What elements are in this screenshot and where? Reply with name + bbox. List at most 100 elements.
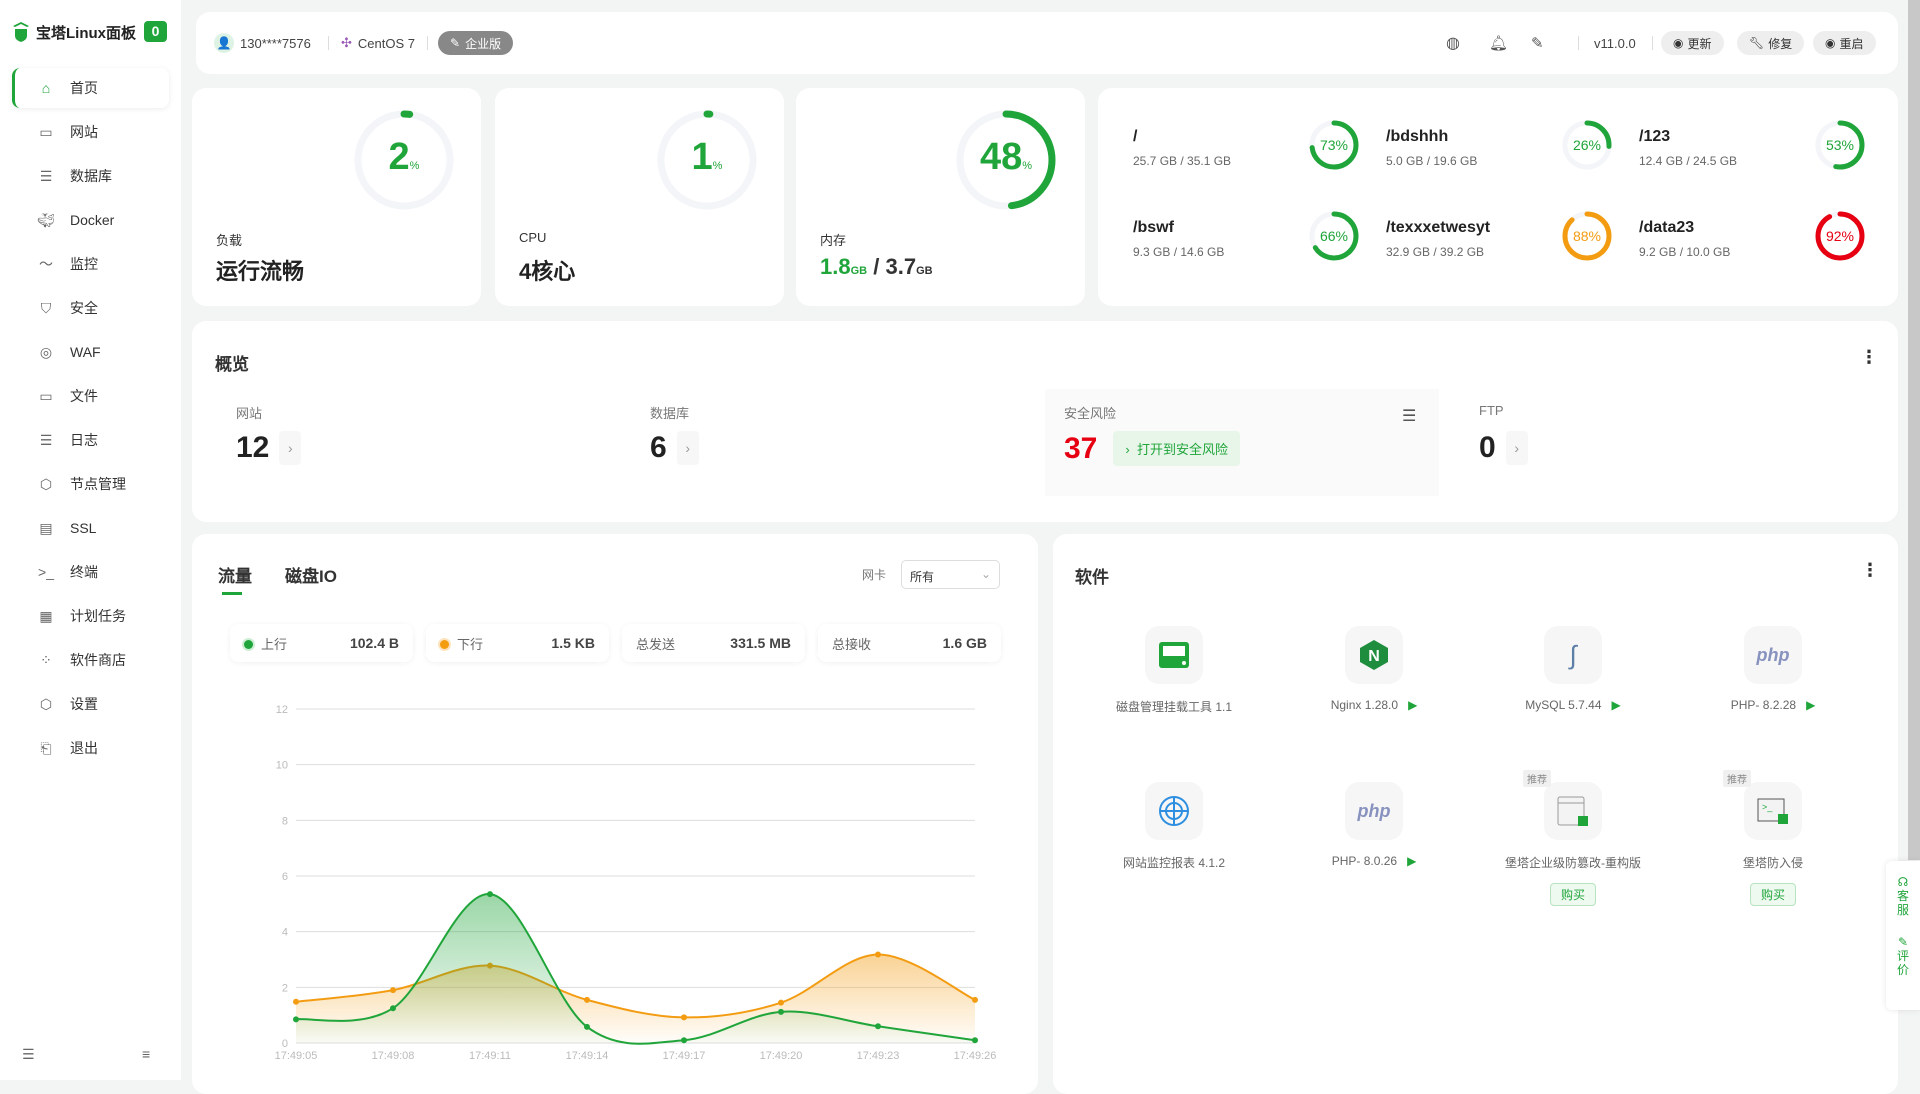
data-point (681, 1037, 687, 1044)
buy-button[interactable]: 购买 (1549, 883, 1596, 906)
home-icon: ⌂ (41, 80, 51, 96)
sidebar-item-11[interactable]: >_ 终端 (12, 552, 169, 592)
tamper-icon (1544, 782, 1602, 840)
disk-ring[interactable]: 92% (1813, 209, 1867, 263)
sidebar-item-15[interactable]: ⎗ 退出 (12, 728, 169, 768)
play-icon[interactable]: ▶ (1611, 698, 1621, 712)
data-point (778, 999, 784, 1006)
overview-label: FTP (1479, 403, 1504, 418)
more-menu-icon[interactable]: ⋮ (1860, 347, 1878, 367)
play-icon[interactable]: ▶ (1408, 698, 1418, 712)
overview-item-2[interactable]: 37 › 打开到安全风险 (1064, 431, 1240, 466)
sidebar-item-3[interactable]: 🐳︎ Docker (37, 211, 115, 229)
security-risk-panel (1045, 389, 1439, 496)
software-item[interactable]: >_ 堡塔防入侵 购买 (1673, 782, 1873, 906)
edition-badge[interactable]: ✎ 企业版 (438, 31, 514, 55)
notes-icon[interactable]: ✎ (1531, 35, 1544, 52)
overview-label: 网站 (236, 406, 263, 421)
y-tick-label: 8 (282, 815, 288, 827)
sidebar-item-9[interactable]: ⬡ 节点管理 (12, 464, 169, 504)
restart-button[interactable]: ◉ 重启 (1813, 31, 1876, 55)
theme-icon[interactable]: ◍ (1446, 35, 1460, 52)
chevron-right-icon[interactable]: › (1505, 431, 1528, 465)
bell-icon[interactable]: 🔔︎ (1489, 35, 1509, 52)
data-point (972, 1037, 978, 1044)
overview-item-1[interactable]: 6 › (650, 431, 699, 465)
software-name: 网站监控报表 4.1.2 (1122, 856, 1226, 870)
upload-dot-icon (244, 639, 253, 649)
tab-traffic[interactable]: 流量 (218, 567, 252, 586)
download-dot-icon (440, 639, 449, 649)
list-icon[interactable]: ≡ (142, 1046, 151, 1062)
update-button[interactable]: ◉ 更新 (1661, 31, 1724, 55)
sidebar-item-12[interactable]: ▦ 计划任务 (12, 596, 169, 636)
shield-icon: ⛉ (40, 299, 52, 316)
nic-select[interactable]: 所有 ⌄ (901, 560, 1000, 589)
overview-item-3[interactable]: 0 › (1479, 431, 1528, 465)
chevron-right-icon[interactable]: › (676, 431, 699, 465)
software-item[interactable]: ∫ MySQL 5.7.44 ▶ (1473, 626, 1673, 712)
memory-card[interactable]: 48% 内存 1.8GB / 3.7GB (796, 88, 1085, 306)
intrusion-icon: >_ (1744, 782, 1802, 840)
software-item[interactable]: 磁盘管理挂载工具 1.1 (1074, 626, 1274, 715)
software-item[interactable]: 堡塔企业级防篡改-重构版 购买 (1473, 782, 1673, 906)
software-item[interactable]: php PHP- 8.0.26 ▶ (1274, 782, 1474, 868)
disk-ring[interactable]: 66% (1307, 209, 1361, 263)
open-security-risk-button[interactable]: › 打开到安全风险 (1113, 431, 1240, 466)
svg-text:53%: 53% (1826, 137, 1854, 153)
software-more-icon[interactable]: ⋮ (1861, 560, 1879, 580)
sidebar-item-7[interactable]: ▭ 文件 (12, 376, 169, 416)
y-tick-label: 12 (276, 704, 288, 716)
list-menu-icon[interactable]: ☰ (1402, 408, 1417, 425)
overview-item-0[interactable]: 12 › (236, 431, 302, 465)
disk-ring[interactable]: 26% (1560, 118, 1614, 172)
memory-usage: 1.8GB / 3.7GB (820, 254, 933, 279)
disk-mount: /data23 (1639, 219, 1695, 236)
headset-icon: ☊ (1897, 875, 1909, 889)
software-item[interactable]: 网站监控报表 4.1.2 (1074, 782, 1274, 871)
chevron-right-icon[interactable]: › (279, 431, 302, 465)
software-name: 磁盘管理挂载工具 1.1 (1115, 700, 1233, 714)
sidebar-item-14[interactable]: ⬡ 设置 (12, 684, 169, 724)
notification-badge[interactable]: 0 (144, 21, 167, 42)
sidebar-item-8[interactable]: ☰ 日志 (12, 420, 169, 460)
data-point (875, 951, 881, 958)
software-item[interactable]: N Nginx 1.28.0 ▶ (1274, 626, 1474, 712)
memory-gauge (956, 110, 1056, 210)
sidebar-item-6[interactable]: ◎ WAF (12, 332, 169, 372)
tab-disk-io[interactable]: 磁盘IO (285, 567, 337, 586)
collapse-icon[interactable]: ☰ (22, 1046, 35, 1062)
sidebar-item-13[interactable]: ⁘ 软件商店 (12, 640, 169, 680)
service-button[interactable]: ☊ 客服 (1886, 875, 1920, 917)
load-card[interactable]: 2% 负载 运行流畅 (192, 88, 481, 306)
play-icon[interactable]: ▶ (1407, 854, 1417, 868)
review-button[interactable]: ✎ 评价 (1886, 935, 1920, 977)
disk-ring[interactable]: 73% (1307, 118, 1361, 172)
repair-button[interactable]: 🔧︎ 修复 (1737, 31, 1805, 55)
disk-ring[interactable]: 88% (1560, 209, 1614, 263)
software-item[interactable]: php PHP- 8.2.28 ▶ (1673, 626, 1873, 712)
overview-label: 数据库 (650, 406, 690, 421)
traffic-chart: 0 2 4 6 8 10 12 17:49:05 17:49:08 17:49:11 17:49:1… (275, 704, 997, 1062)
sidebar-item-10[interactable]: ▤ SSL (12, 508, 169, 548)
update-icon: ◉ (1673, 36, 1684, 50)
data-point (487, 891, 493, 898)
user-account[interactable]: 👤 130****7576 (214, 12, 311, 74)
disk-ring[interactable]: 53% (1813, 118, 1867, 172)
load-gauge (354, 110, 454, 210)
sidebar-item-2[interactable]: ☰ 数据库 (12, 156, 169, 196)
software-name: 堡塔防入侵 (1742, 856, 1803, 870)
os-info: ✣ CentOS 7 (341, 35, 415, 51)
sidebar-item-1[interactable]: ▭ 网站 (12, 112, 169, 152)
software-name: PHP- 8.2.28 (1730, 698, 1797, 712)
sidebar-item-4[interactable]: 〜监控 (12, 244, 169, 284)
series-area-0 (296, 894, 975, 1044)
sidebar-item-5[interactable]: ⛉ 安全 (12, 288, 169, 328)
scrollbar[interactable] (1908, 0, 1920, 860)
play-icon[interactable]: ▶ (1806, 698, 1816, 712)
x-tick-label: 17:49:05 (275, 1050, 318, 1062)
buy-button[interactable]: 购买 (1749, 883, 1796, 906)
sidebar-item-0[interactable]: ⌂ 首页 (12, 68, 169, 108)
data-point (778, 1008, 784, 1015)
cpu-card[interactable]: 1% CPU 4核心 (495, 88, 784, 306)
